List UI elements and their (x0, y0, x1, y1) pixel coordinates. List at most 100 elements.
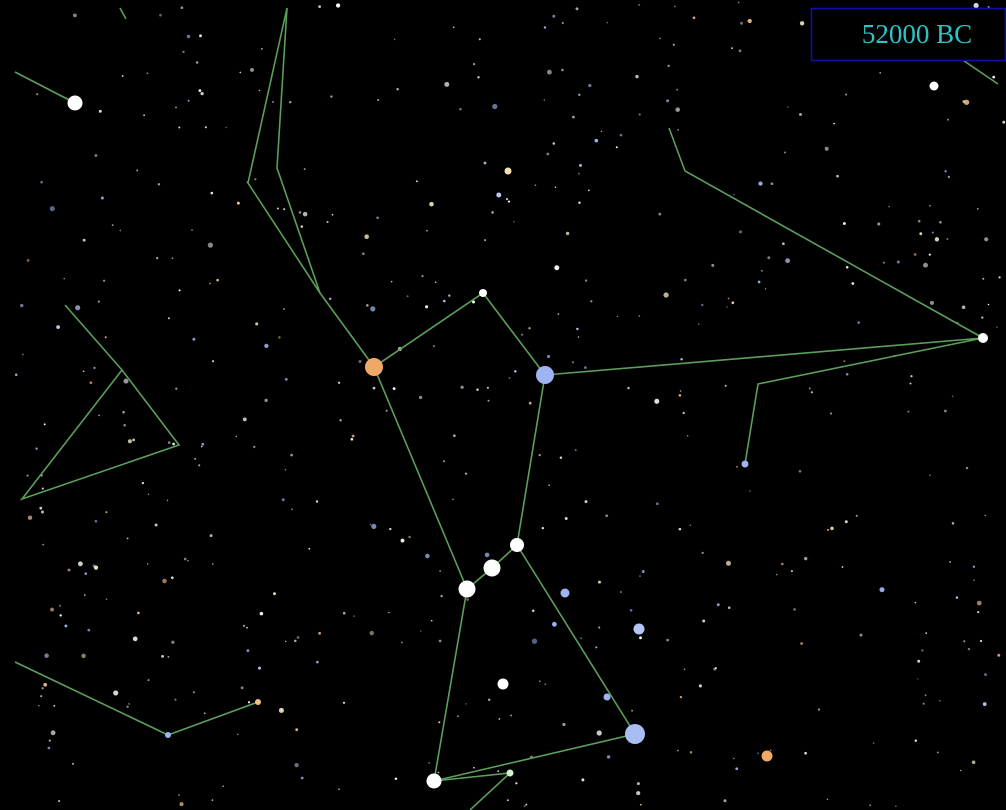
star (171, 257, 174, 260)
star (389, 527, 392, 531)
star (538, 453, 541, 457)
star (336, 3, 341, 8)
star (496, 192, 502, 198)
star (731, 301, 735, 305)
star (922, 702, 925, 705)
star (833, 122, 835, 125)
star (440, 594, 443, 598)
star (787, 106, 789, 108)
star (552, 142, 556, 145)
star (724, 384, 727, 387)
star (913, 253, 917, 256)
star (438, 639, 442, 643)
star (82, 370, 85, 373)
star (156, 256, 159, 260)
star (338, 381, 341, 384)
star (377, 98, 380, 102)
star (458, 580, 476, 598)
star (491, 211, 494, 214)
star (342, 611, 346, 615)
star (170, 576, 174, 580)
star (294, 762, 299, 768)
star (167, 317, 170, 320)
star (179, 802, 184, 807)
star (498, 718, 501, 720)
star (318, 631, 322, 635)
star (574, 449, 577, 452)
star (38, 704, 40, 707)
star (328, 297, 332, 301)
star (578, 172, 580, 175)
star (393, 38, 396, 41)
star (216, 278, 219, 282)
star (418, 395, 423, 400)
star (692, 16, 696, 20)
star (973, 2, 979, 9)
star (210, 191, 214, 195)
star (40, 695, 43, 698)
star (353, 615, 355, 617)
star (42, 543, 45, 546)
star (421, 274, 424, 278)
star (947, 175, 951, 179)
star (955, 596, 959, 599)
star (770, 182, 774, 186)
star (426, 773, 442, 789)
star (925, 632, 928, 634)
star (255, 699, 261, 705)
star (425, 553, 430, 559)
star (161, 655, 164, 658)
star (172, 442, 175, 446)
star (782, 242, 785, 246)
star (564, 517, 568, 520)
star (123, 378, 129, 384)
star (36, 93, 39, 96)
star (855, 514, 858, 517)
star (588, 189, 590, 192)
star (477, 76, 480, 79)
star (917, 678, 919, 680)
star (460, 385, 464, 389)
star (361, 252, 365, 256)
star (929, 204, 931, 207)
star (20, 303, 24, 308)
star (26, 474, 29, 477)
star (284, 469, 287, 471)
star (253, 445, 256, 449)
star (127, 439, 132, 444)
star (159, 13, 162, 17)
star (182, 50, 185, 54)
star (207, 242, 214, 248)
star (561, 21, 564, 25)
bright-stars (67, 81, 988, 789)
star (810, 391, 813, 394)
orion-shield (544, 337, 984, 465)
star (296, 636, 300, 639)
star (615, 146, 618, 149)
star (264, 343, 269, 349)
star (525, 803, 528, 806)
star (27, 515, 33, 520)
star (318, 5, 321, 8)
star (47, 746, 51, 750)
star (658, 212, 662, 216)
star (278, 707, 284, 713)
star (358, 360, 362, 363)
star (284, 378, 288, 381)
star (598, 626, 601, 629)
star (370, 306, 376, 312)
star (192, 691, 195, 694)
era-label: 52000 BC (862, 19, 972, 49)
star (488, 698, 491, 701)
star (946, 118, 949, 121)
star (936, 751, 939, 754)
star (790, 570, 793, 573)
star (177, 794, 180, 796)
star (484, 239, 487, 242)
star (237, 733, 239, 736)
star (701, 303, 704, 307)
star (137, 611, 140, 615)
star (104, 336, 107, 339)
star (457, 715, 459, 717)
star (919, 232, 923, 236)
